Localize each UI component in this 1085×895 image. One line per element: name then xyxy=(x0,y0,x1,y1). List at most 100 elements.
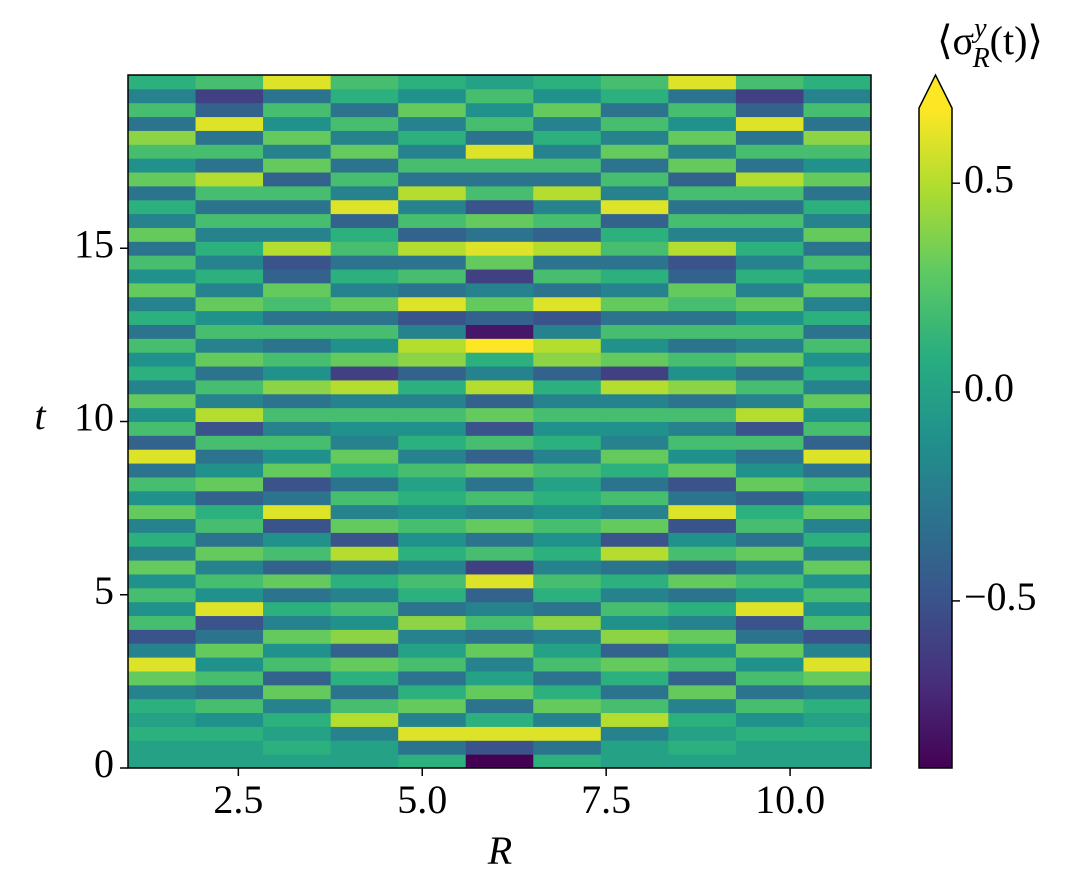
heatmap-cell xyxy=(600,144,669,159)
heatmap-cell xyxy=(600,213,669,228)
y-tick-label: 5 xyxy=(94,568,114,613)
heatmap-cell xyxy=(533,213,602,228)
heatmap-cell xyxy=(803,657,872,672)
heatmap-cell xyxy=(735,698,804,714)
heatmap-cell xyxy=(330,255,399,270)
heatmap-cell xyxy=(735,726,804,741)
heatmap-cell xyxy=(330,88,399,104)
heatmap-cell xyxy=(600,754,669,769)
heatmap-cell xyxy=(128,393,197,409)
heatmap-cell xyxy=(533,102,602,118)
heatmap-cell xyxy=(668,698,737,714)
heatmap-cell xyxy=(803,338,872,353)
heatmap-cell xyxy=(600,102,669,118)
heatmap-cell xyxy=(803,75,872,90)
heatmap-cell xyxy=(600,463,669,478)
heatmap-cell xyxy=(263,560,332,575)
heatmap-cell xyxy=(263,324,332,339)
heatmap-cell xyxy=(195,227,264,242)
colorbar xyxy=(919,108,952,768)
heatmap-cell xyxy=(128,130,197,145)
heatmap-cell xyxy=(668,684,737,700)
heatmap-cell xyxy=(195,144,264,159)
heatmap-cell xyxy=(735,172,804,187)
heatmap-cell xyxy=(735,241,804,256)
heatmap-cell xyxy=(263,144,332,159)
heatmap-cell xyxy=(600,670,669,686)
heatmap-cell xyxy=(263,740,332,755)
heatmap-cell xyxy=(128,352,197,367)
heatmap-cell xyxy=(533,476,602,492)
heatmap-cell xyxy=(803,587,872,603)
heatmap-cell xyxy=(263,227,332,242)
heatmap-cell xyxy=(465,490,534,506)
heatmap-cell xyxy=(263,213,332,228)
heatmap-cell xyxy=(195,560,264,575)
heatmap-cell xyxy=(533,324,602,339)
heatmap-cell xyxy=(465,255,534,270)
heatmap-cell xyxy=(465,726,534,741)
heatmap-cell xyxy=(330,601,399,617)
heatmap-cell xyxy=(465,657,534,672)
heatmap-cell xyxy=(533,615,602,630)
heatmap-cell xyxy=(195,269,264,284)
heatmap-cell xyxy=(263,241,332,256)
heatmap-cell xyxy=(668,726,737,741)
x-tick-label: 7.5 xyxy=(581,777,631,822)
heatmap-cell xyxy=(735,435,804,450)
heatmap-cell xyxy=(803,172,872,187)
heatmap-cell xyxy=(600,684,669,700)
heatmap-cell xyxy=(533,587,602,603)
heatmap-cell xyxy=(668,158,737,173)
heatmap-cell xyxy=(600,712,669,727)
heatmap-cell xyxy=(195,726,264,741)
heatmap-cell xyxy=(128,366,197,381)
colorbar-tick-label: −0.5 xyxy=(964,574,1037,619)
heatmap-cell xyxy=(600,560,669,575)
heatmap-cell xyxy=(263,476,332,492)
heatmap-cell xyxy=(735,130,804,145)
heatmap-cell xyxy=(398,476,467,492)
heatmap-cell xyxy=(398,754,467,769)
heatmap-cell xyxy=(263,504,332,520)
heatmap-cell xyxy=(398,407,467,422)
heatmap-cell xyxy=(330,158,399,173)
heatmap-cell xyxy=(668,573,737,589)
heatmap-cell xyxy=(600,504,669,520)
heatmap-cell xyxy=(263,601,332,617)
heatmap-cell xyxy=(803,255,872,270)
heatmap-cell xyxy=(128,255,197,270)
heatmap-cell xyxy=(600,601,669,617)
heatmap-cell xyxy=(668,532,737,547)
heatmap-cell xyxy=(803,185,872,201)
heatmap-cell xyxy=(128,213,197,228)
heatmap-cell xyxy=(195,75,264,90)
heatmap-cell xyxy=(128,102,197,118)
heatmap-cell xyxy=(398,282,467,298)
heatmap-cell xyxy=(735,560,804,575)
heatmap-cell xyxy=(465,269,534,284)
heatmap-cell xyxy=(803,407,872,422)
heatmap-cell xyxy=(128,75,197,90)
heatmap-cell xyxy=(668,546,737,561)
heatmap-cell xyxy=(330,185,399,201)
heatmap-cell xyxy=(668,116,737,131)
heatmap-cell xyxy=(600,532,669,547)
heatmap-cell xyxy=(600,379,669,395)
heatmap-cell xyxy=(465,615,534,630)
heatmap-cell xyxy=(668,518,737,533)
heatmap-cell xyxy=(330,546,399,561)
heatmap-cell xyxy=(398,379,467,395)
heatmap-cell xyxy=(465,601,534,617)
heatmap-cell xyxy=(668,476,737,492)
heatmap-cell xyxy=(803,130,872,145)
heatmap-cell xyxy=(533,116,602,131)
heatmap-cell xyxy=(600,629,669,644)
heatmap-cell xyxy=(128,282,197,298)
heatmap-cell xyxy=(330,75,399,90)
heatmap-cell xyxy=(263,615,332,630)
heatmap-cell xyxy=(465,754,534,769)
heatmap-cell xyxy=(398,615,467,630)
heatmap-cell xyxy=(803,421,872,436)
heatmap-cell xyxy=(128,144,197,159)
